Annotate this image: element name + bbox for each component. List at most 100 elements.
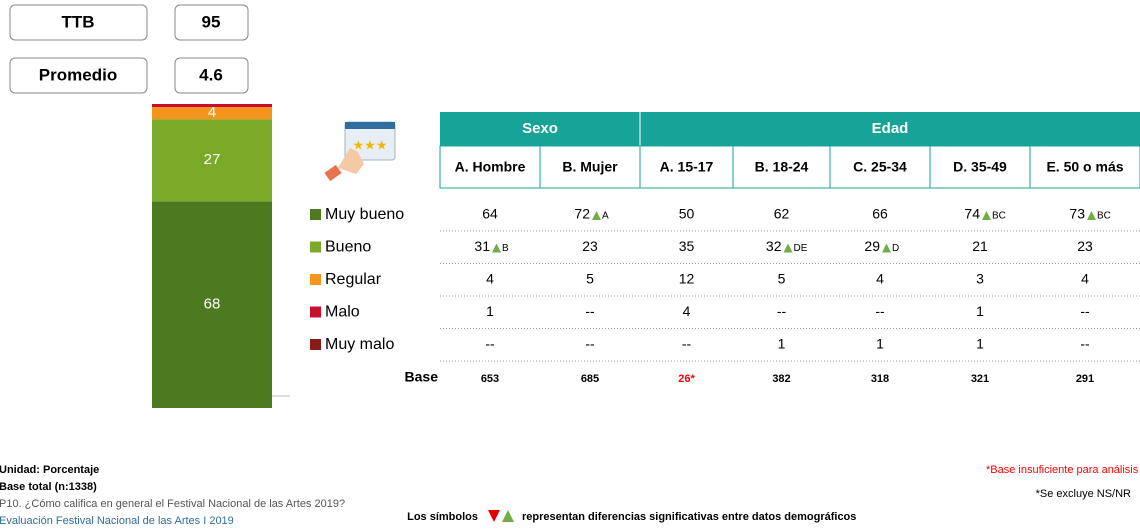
column-header: A. Hombre — [455, 159, 526, 175]
cell-value: -- — [585, 336, 595, 352]
ttb-value-box — [174, 4, 249, 41]
cell-value: 74 — [964, 206, 980, 222]
bar-label: 4 — [208, 104, 216, 121]
base-value: 26* — [678, 373, 695, 385]
base-label: Base — [405, 369, 439, 385]
base-value: 685 — [581, 373, 599, 385]
cell-value: 4 — [486, 271, 494, 287]
footer-excluded: *Se excluye NS/NR — [1036, 488, 1131, 500]
sig-marker: DE — [783, 243, 808, 254]
cell-value: 72 — [574, 206, 590, 222]
sig-up — [882, 243, 891, 253]
sig-up — [592, 211, 601, 220]
column-header: C. 25-34 — [853, 159, 907, 175]
cell-value: 21 — [972, 238, 988, 254]
footer-unit: Unidad: Porcentaje — [0, 464, 99, 476]
base-value: 318 — [871, 373, 889, 385]
sig-label: A — [602, 211, 609, 222]
cell-value: 29 — [864, 238, 880, 254]
ttb-box — [9, 4, 148, 41]
icon: ★★★ — [324, 121, 396, 182]
bar-segment — [152, 107, 272, 120]
group-label: Edad — [872, 120, 909, 137]
cell-value: -- — [585, 303, 595, 319]
row-label: Malo — [325, 304, 360, 321]
base-value: 321 — [971, 373, 989, 385]
sig-label: D — [892, 243, 899, 254]
cell-value: 32 — [766, 238, 782, 254]
bar-segment — [152, 201, 272, 408]
down-symbol — [488, 510, 500, 522]
row-label: Regular — [325, 271, 382, 288]
cell-value: -- — [682, 336, 692, 352]
cell-value: 35 — [679, 238, 695, 254]
legend-swatch — [310, 274, 321, 285]
sig-marker: A — [592, 211, 609, 222]
cell-value: 3 — [976, 271, 984, 287]
row-label: Muy bueno — [325, 206, 404, 223]
svg-text:★★★: ★★★ — [353, 137, 388, 152]
sig-marker: B — [492, 243, 509, 254]
cell-value: -- — [1080, 336, 1090, 352]
footer-question: P10. ¿Cómo califica en general el Festiv… — [0, 498, 345, 510]
footer-source: Evaluación Festival Nacional de las Arte… — [0, 515, 234, 527]
symbols-pre: Los símbolos — [407, 511, 478, 523]
cell-value: 1 — [876, 336, 884, 352]
group-label: Sexo — [522, 120, 558, 137]
bar-label: 68 — [204, 296, 221, 313]
base-value: 382 — [772, 373, 790, 385]
group-header — [440, 112, 640, 146]
avg-value: 4.6 — [199, 65, 223, 84]
cell-value: 50 — [679, 206, 695, 222]
cell-value: 23 — [582, 238, 598, 254]
row-label: Muy malo — [325, 336, 394, 353]
column-header: B. Mujer — [562, 159, 618, 175]
cell-value: 23 — [1077, 238, 1093, 254]
column-header: E. 50 o más — [1046, 159, 1123, 175]
cell-value: 64 — [482, 206, 498, 222]
sig-label: BC — [1097, 211, 1111, 222]
cell-value: 73 — [1069, 206, 1085, 222]
cell-value: 62 — [774, 206, 790, 222]
legend-swatch — [310, 339, 321, 350]
legend-swatch — [310, 209, 321, 220]
base-value: 291 — [1076, 373, 1094, 385]
cell-value: -- — [485, 336, 495, 352]
legend-swatch — [310, 306, 321, 318]
sig-marker: BC — [982, 211, 1006, 222]
cell-value: 66 — [872, 206, 888, 222]
sig-label: B — [502, 243, 509, 254]
cell-value: 31 — [474, 238, 490, 254]
sig-up — [492, 243, 501, 253]
sig-up — [783, 243, 793, 253]
cell-value: 12 — [679, 271, 695, 287]
avg-value-box — [174, 57, 249, 94]
sig-up — [1087, 211, 1096, 220]
footer-insufficient: *Base insuficiente para análisis — [986, 464, 1139, 476]
ttb-label: TTB — [61, 12, 94, 31]
column-header: A. 15-17 — [660, 159, 714, 175]
cell-value: 5 — [586, 271, 594, 287]
footer-symbols: representan diferencias significativas e… — [522, 511, 856, 523]
bar-segment — [152, 104, 272, 108]
cell-value: -- — [777, 303, 787, 319]
cell-value: -- — [875, 303, 885, 319]
cell-value: 1 — [976, 303, 984, 319]
header-row — [439, 145, 1140, 189]
sig-marker: BC — [1087, 211, 1111, 222]
footer-base_total: Base total (n:1338) — [0, 481, 97, 493]
avg-label: Promedio — [39, 65, 117, 84]
cell-value: -- — [1080, 303, 1090, 319]
cell-value: 1 — [486, 303, 494, 319]
cell-value: 4 — [683, 303, 691, 319]
up-symbol — [502, 510, 514, 522]
legend-swatch — [310, 241, 321, 253]
cell-value: 1 — [976, 336, 984, 352]
base-value: 653 — [481, 373, 499, 385]
bar-segment — [152, 119, 272, 202]
ttb-value: 95 — [202, 12, 221, 31]
cell-value: 1 — [778, 336, 786, 352]
sig-label: DE — [794, 243, 808, 254]
sig-up — [982, 211, 991, 220]
